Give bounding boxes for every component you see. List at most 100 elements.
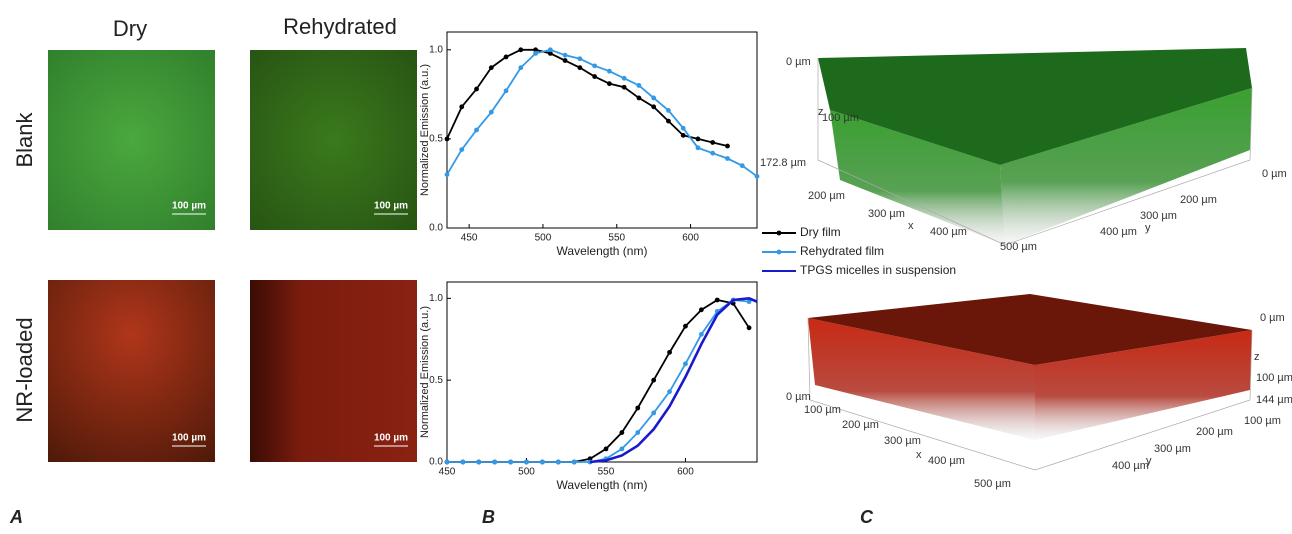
axis-label-3d: z — [1254, 351, 1260, 363]
y-tick-label: 1.0 — [429, 293, 443, 304]
data-point — [508, 459, 513, 465]
slab-top — [818, 48, 1252, 165]
data-point — [754, 173, 760, 179]
legend-marker — [776, 249, 782, 255]
data-point — [683, 361, 688, 367]
data-point — [562, 52, 568, 58]
panel-a: Dry Rehydrated Blank NR-loaded 100 µm 10… — [12, 14, 417, 462]
series-line — [447, 299, 750, 463]
axis-label-3d: y — [1145, 222, 1151, 234]
data-point — [555, 459, 561, 465]
data-point — [459, 104, 465, 110]
axis-label-3d: 144 µm — [1256, 394, 1292, 406]
data-point — [539, 459, 545, 465]
data-point — [488, 65, 494, 71]
data-point — [635, 405, 641, 411]
data-point — [710, 140, 716, 145]
series-line — [447, 299, 750, 463]
data-point — [547, 47, 553, 53]
data-point — [635, 430, 641, 435]
data-point — [651, 410, 657, 416]
data-point — [739, 163, 745, 169]
y-tick-label: 0.5 — [429, 134, 443, 145]
x-tick-label: 600 — [682, 233, 699, 244]
data-point — [444, 136, 450, 142]
data-point — [695, 145, 701, 151]
data-point — [503, 54, 509, 60]
data-point — [725, 156, 730, 161]
data-point — [533, 47, 538, 53]
data-point — [444, 459, 450, 465]
micrograph — [48, 50, 215, 230]
data-point — [666, 118, 671, 124]
slab-face — [808, 318, 1035, 440]
data-point — [651, 95, 657, 101]
data-point — [603, 446, 609, 452]
x-axis-label: Wavelength (nm) — [557, 478, 648, 492]
legend-label: Rehydrated film — [800, 244, 884, 258]
data-point — [695, 136, 701, 142]
data-point — [524, 459, 529, 465]
column-label: Dry — [113, 16, 147, 41]
scale-label: 100 µm — [374, 201, 408, 212]
legend-marker — [776, 230, 782, 236]
data-point — [606, 68, 612, 74]
plot-frame — [446, 281, 758, 463]
axis-label-3d: 400 µm — [1100, 226, 1137, 238]
column-label: Rehydrated — [283, 14, 397, 39]
series-line — [446, 48, 758, 178]
plot-frame — [446, 31, 758, 229]
axis-label-3d: 0 µm — [786, 56, 811, 68]
data-point — [725, 143, 730, 149]
axis-label-3d: 100 µm — [1256, 372, 1292, 384]
data-point — [444, 172, 450, 177]
data-point — [577, 65, 583, 71]
slab-face — [830, 110, 1005, 245]
data-point — [621, 75, 627, 81]
data-point — [503, 88, 509, 94]
axis-label-3d: x — [908, 220, 914, 232]
data-point — [533, 50, 538, 56]
micrograph — [250, 50, 417, 230]
data-point — [636, 95, 642, 101]
data-point — [474, 86, 479, 92]
axis-label-3d: 400 µm — [1112, 460, 1149, 472]
axis-label-3d: 0 µm — [786, 391, 811, 403]
bounding-box — [817, 58, 1253, 246]
data-point — [459, 147, 465, 153]
axis-label-3d: 0 µm — [1260, 312, 1285, 324]
data-point — [636, 83, 642, 88]
data-point — [488, 109, 494, 115]
axis-label-3d: 400 µm — [928, 455, 965, 467]
axis-label-3d: 100 µm — [822, 112, 859, 124]
x-tick-label: 550 — [598, 467, 615, 478]
data-point — [651, 377, 657, 383]
data-point — [492, 459, 498, 465]
data-point — [680, 132, 686, 138]
axis-label-3d: 500 µm — [1000, 241, 1037, 253]
axis-label-3d: 200 µm — [842, 419, 879, 431]
scale-label: 100 µm — [374, 433, 408, 444]
data-point — [683, 323, 688, 329]
axis-label-3d: 0 µm — [1262, 168, 1287, 180]
slab-face — [1035, 330, 1252, 440]
y-axis-label: Normalized Emission (a.u.) — [419, 64, 431, 196]
y-tick-label: 1.0 — [429, 44, 443, 55]
scale-label: 100 µm — [172, 433, 206, 444]
axis-label-3d: 300 µm — [868, 208, 905, 220]
panel-labels: A B C — [9, 507, 874, 527]
data-point — [714, 297, 720, 303]
data-point — [474, 127, 479, 133]
data-point — [592, 63, 598, 69]
legend-label: TPGS micelles in suspension — [800, 263, 956, 277]
panel-label: C — [860, 507, 874, 527]
data-point — [667, 389, 672, 395]
bounding-box — [807, 317, 1253, 471]
render-3d-green — [817, 48, 1253, 246]
data-point — [460, 459, 466, 465]
data-point — [592, 74, 598, 79]
micrograph — [250, 280, 417, 462]
axis-label-3d: x — [916, 449, 922, 461]
data-point — [606, 81, 612, 87]
scale-label: 100 µm — [172, 201, 206, 212]
